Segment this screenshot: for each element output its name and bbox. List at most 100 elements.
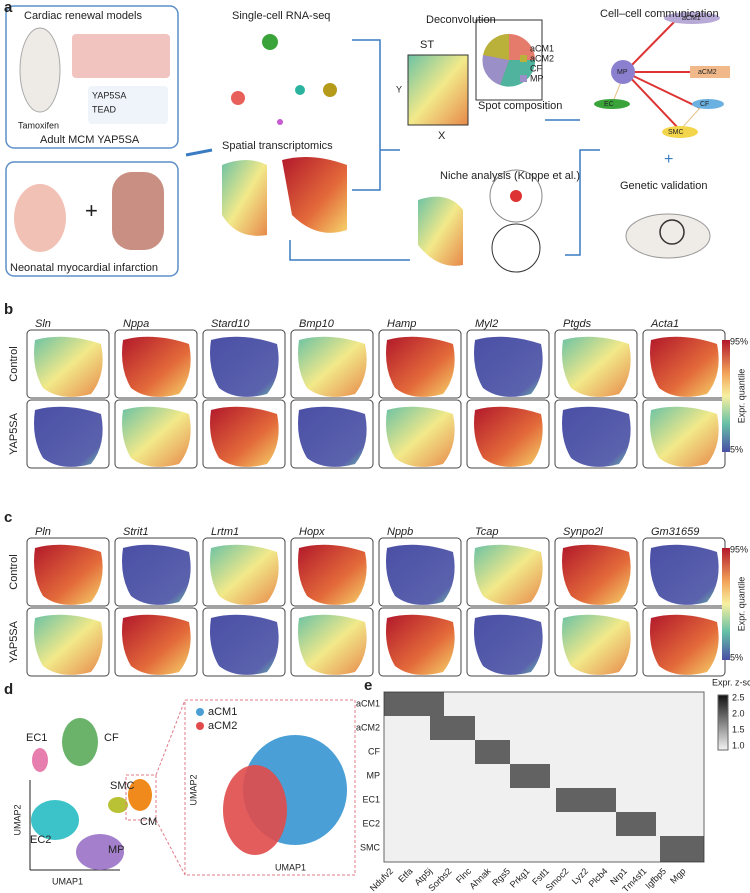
gene-name: Stard10 — [211, 318, 250, 330]
colorbar-tick: 1.0 — [732, 740, 745, 750]
heart-map — [122, 406, 191, 467]
row-label: Control — [8, 554, 20, 589]
cardiomyocyte-icon — [72, 34, 170, 78]
cluster-label: SMC — [110, 780, 135, 792]
axis-label: UMAP2 — [12, 804, 22, 835]
heart-map — [650, 544, 719, 605]
heart-map — [210, 544, 279, 605]
heart-map — [210, 336, 279, 397]
label: Tamoxifen — [18, 120, 59, 130]
title: Single-cell RNA-seq — [232, 10, 330, 22]
heart-map — [386, 336, 455, 397]
heart-map — [122, 336, 191, 397]
row-label: YAP5SA — [8, 412, 20, 455]
colorbar-tick: 2.0 — [732, 708, 745, 718]
colorbar-tick: 5% — [730, 444, 743, 454]
gene-name: Gm31659 — [651, 526, 699, 538]
row-label: YAP5SA — [8, 620, 20, 663]
row-label: aCM1 — [356, 698, 380, 708]
gene-name: Bmp10 — [299, 318, 335, 330]
row-label: Control — [8, 346, 20, 381]
axis-label: UMAP1 — [52, 876, 83, 886]
panel-label: c — [4, 509, 12, 526]
colorbar-title: Expr. z-score — [712, 677, 750, 687]
legend-dot — [196, 708, 204, 716]
panel-a — [5, 5, 730, 277]
legend-swatch — [520, 45, 527, 52]
colorbar-title: Expr. quantile — [736, 577, 746, 632]
gene-name: Lrtm1 — [211, 526, 239, 538]
axis-label: UMAP2 — [188, 774, 198, 805]
row-label: CF — [368, 746, 380, 756]
caption: Adult MCM YAP5SA — [40, 134, 140, 146]
gene-name: Hopx — [299, 526, 325, 538]
heart-map — [650, 336, 719, 397]
node-label: MP — [617, 69, 628, 76]
gene-label: Plcb4 — [587, 866, 610, 889]
colorbar-tick: 1.5 — [732, 724, 745, 734]
legend-swatch — [520, 75, 527, 82]
heart-map — [298, 406, 367, 467]
colorbar-tick: 5% — [730, 652, 743, 662]
legend-label: aCM1 — [530, 43, 554, 53]
title: Spatial transcriptomics — [222, 140, 333, 152]
gene-label: Mgp — [668, 866, 687, 885]
colorbar-tick: 95% — [730, 336, 748, 346]
heart-map — [386, 406, 455, 467]
gene-label: Igfbp5 — [643, 866, 668, 891]
colorbar-tick: 2.5 — [732, 692, 745, 702]
row-label: SMC — [360, 842, 381, 852]
heart-map — [562, 336, 631, 397]
node-label: aCM2 — [698, 69, 717, 76]
caption: Neonatal myocardial infarction — [10, 262, 158, 274]
node-label: SMC — [668, 129, 684, 136]
row-label: MP — [367, 770, 381, 780]
colorbar — [722, 340, 730, 452]
plus: + — [664, 151, 673, 168]
mouse-icon — [19, 27, 61, 113]
legend-swatch — [520, 65, 527, 72]
axis-label: UMAP1 — [275, 862, 306, 872]
heart-map — [34, 614, 103, 675]
model-box — [5, 161, 179, 277]
gene-name: Myl2 — [475, 318, 498, 330]
heart-map — [298, 544, 367, 605]
heart-map — [474, 336, 543, 397]
legend-label: aCM2 — [530, 53, 554, 63]
gene-label: Ahnak — [467, 866, 492, 891]
gene-name: Hamp — [387, 318, 416, 330]
heart-icon — [112, 172, 164, 250]
caption: Spot composition — [478, 100, 562, 112]
axis-label: Y — [396, 84, 402, 94]
axis-label: X — [438, 130, 446, 142]
title: Deconvolution — [426, 14, 496, 26]
gene-name: Synpo2l — [563, 526, 603, 538]
gene-name: Nppa — [123, 318, 149, 330]
colorbar-tick: 95% — [730, 544, 748, 554]
heart-map — [122, 614, 191, 675]
title: Cardiac renewal models — [24, 10, 142, 22]
cluster-label: EC2 — [30, 834, 51, 846]
panel-label: b — [4, 301, 13, 318]
heart-map — [474, 406, 543, 467]
legend-label: MP — [530, 73, 544, 83]
axis-label: ST — [420, 39, 434, 51]
heart-map — [562, 544, 631, 605]
heart-map — [34, 336, 103, 397]
heart-map — [386, 614, 455, 675]
legend-swatch — [520, 55, 527, 62]
heart-map — [650, 406, 719, 467]
title: Cell–cell communication — [600, 8, 719, 20]
cluster-label: MP — [108, 844, 125, 856]
heart-map — [122, 544, 191, 605]
heart-map — [474, 614, 543, 675]
gene-name: Strit1 — [123, 526, 149, 538]
title: Genetic validation — [620, 180, 707, 192]
gene-label: Etfa — [396, 866, 414, 884]
heart-map — [298, 614, 367, 675]
heart-map — [34, 406, 103, 467]
heart-map — [210, 614, 279, 675]
panel-d-graphics — [29, 691, 729, 876]
